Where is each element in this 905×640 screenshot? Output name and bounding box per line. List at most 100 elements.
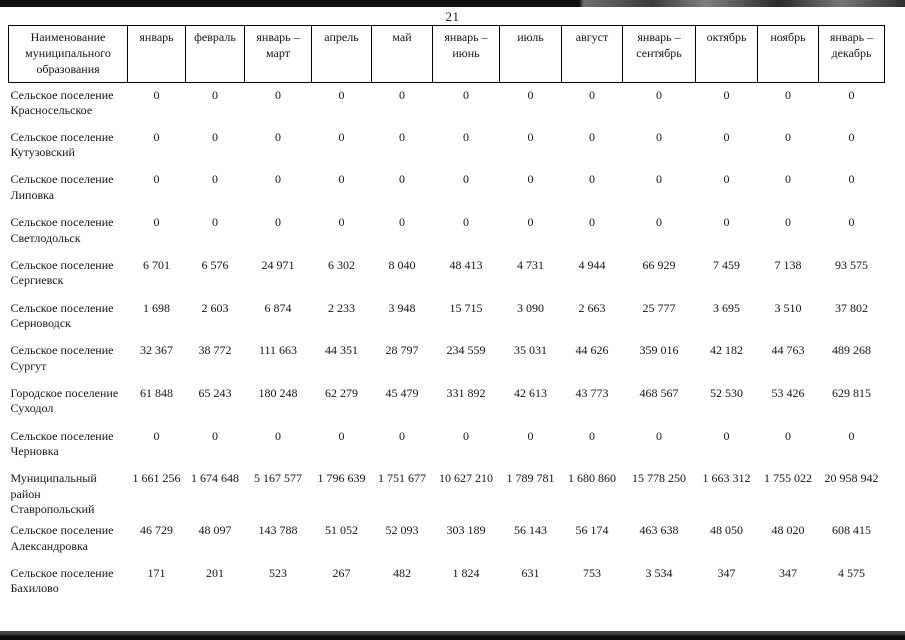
value-cell: 2 233 xyxy=(328,300,355,315)
value-cell: 3 695 xyxy=(713,300,740,315)
value-cell: 180 248 xyxy=(258,385,298,400)
value-cell: 0 xyxy=(463,87,469,102)
value-cell: 234 559 xyxy=(446,343,486,358)
value-cell: 303 189 xyxy=(446,523,486,538)
value-cell: 347 xyxy=(717,565,736,580)
value-cell: 42 613 xyxy=(514,385,547,400)
table-row: Муниципальный район Ставропольский 1 661 … xyxy=(9,466,885,518)
value-cell: 0 xyxy=(723,215,730,230)
value-cell: 62 279 xyxy=(325,385,358,400)
value-cell: 1 661 256 xyxy=(132,471,181,486)
municipality-name: Сельское поселение Красносельское xyxy=(10,87,114,118)
value-cell: 0 xyxy=(785,172,791,187)
value-cell: 0 xyxy=(848,129,855,144)
value-cell: 4 944 xyxy=(578,257,606,272)
column-header-month: февраль xyxy=(185,25,245,83)
column-header-month: январь – март xyxy=(244,25,312,83)
value-cell: 0 xyxy=(338,87,345,102)
value-cell: 0 xyxy=(527,215,534,230)
value-cell: 0 xyxy=(848,428,855,443)
value-cell: 0 xyxy=(656,129,662,144)
municipality-name: Сельское поселение Серноводск xyxy=(10,300,114,331)
column-header-month: январь – сентябрь xyxy=(622,25,696,83)
value-cell: 753 xyxy=(583,565,601,580)
value-cell: 0 xyxy=(153,428,160,443)
value-cell: 1 674 648 xyxy=(191,471,239,486)
value-cell: 0 xyxy=(399,129,405,144)
value-cell: 51 052 xyxy=(325,523,358,538)
value-cell: 0 xyxy=(212,428,218,443)
value-cell: 0 xyxy=(463,428,469,443)
value-cell: 0 xyxy=(338,129,345,144)
value-cell: 42 182 xyxy=(710,343,743,358)
value-cell: 10 627 210 xyxy=(439,471,493,486)
value-cell: 15 778 250 xyxy=(632,471,686,486)
table-row: Сельское поселение Красносельское 0 0 0 0 0 0 0… xyxy=(9,82,885,125)
value-cell: 608 415 xyxy=(832,523,871,538)
value-cell: 0 xyxy=(723,428,730,443)
value-cell: 0 xyxy=(153,129,160,144)
value-cell: 4 731 xyxy=(517,257,544,272)
value-cell: 6 576 xyxy=(201,257,229,272)
table-row: Сельское поселение Бахилово 171 201 523 267 4… xyxy=(9,561,885,604)
value-cell: 0 xyxy=(153,215,160,230)
column-header-month: январь – июнь xyxy=(432,25,500,83)
value-cell: 53 426 xyxy=(771,385,805,400)
value-cell: 32 367 xyxy=(140,343,173,358)
column-header-month: июль xyxy=(499,25,562,83)
value-cell: 0 xyxy=(589,87,595,102)
column-header-month: январь xyxy=(127,25,186,83)
scan-artifact-top-bar xyxy=(0,0,905,7)
value-cell: 48 097 xyxy=(198,523,232,538)
value-cell: 489 268 xyxy=(832,343,871,358)
value-cell: 46 729 xyxy=(140,523,173,538)
table-row: Сельское поселение Липовка 0 0 0 0 0 0 0 0 0 0 0 0 xyxy=(9,167,885,210)
value-cell: 0 xyxy=(656,428,662,443)
value-cell: 48 050 xyxy=(710,523,743,538)
value-cell: 1 796 639 xyxy=(317,471,366,486)
value-cell: 0 xyxy=(212,215,218,230)
value-cell: 267 xyxy=(332,565,351,580)
column-header-month: октябрь xyxy=(695,25,758,83)
value-cell: 6 302 xyxy=(328,257,355,272)
value-cell: 523 xyxy=(269,565,287,580)
value-cell: 143 788 xyxy=(258,523,298,538)
municipality-name: Сельское поселение Липовка xyxy=(10,172,114,203)
value-cell: 0 xyxy=(656,215,662,230)
value-cell: 28 797 xyxy=(385,343,419,358)
value-cell: 0 xyxy=(275,87,281,102)
value-cell: 7 138 xyxy=(774,257,802,272)
table-row: Сельское поселение Александровка 46 729 48… xyxy=(9,518,885,561)
value-cell: 468 567 xyxy=(639,385,679,400)
table-row: Сельское поселение Сургут 32 367 38 772 111… xyxy=(9,338,885,381)
value-cell: 0 xyxy=(153,172,160,187)
value-cell: 0 xyxy=(212,172,218,187)
value-cell: 1 663 312 xyxy=(702,471,751,486)
municipalities-report-table: Наименование муниципального образования … xyxy=(8,25,885,603)
value-cell: 0 xyxy=(275,172,281,187)
value-cell: 3 948 xyxy=(388,300,416,315)
table-row: Сельское поселение Черновка 0 0 0 0 0 0 0 0 0 0 0 0 xyxy=(9,424,885,467)
value-cell: 0 xyxy=(212,87,218,102)
value-cell: 48 020 xyxy=(771,523,805,538)
value-cell: 44 626 xyxy=(575,343,609,358)
value-cell: 2 663 xyxy=(578,300,606,315)
value-cell: 0 xyxy=(275,215,281,230)
table-row: Городское поселение Суходол 61 848 65 243 1… xyxy=(9,381,885,424)
value-cell: 0 xyxy=(785,215,791,230)
column-header-month: апрель xyxy=(311,25,372,83)
value-cell: 359 016 xyxy=(639,343,679,358)
value-cell: 0 xyxy=(399,87,405,102)
value-cell: 66 929 xyxy=(642,257,676,272)
value-cell: 25 777 xyxy=(642,300,676,315)
value-cell: 1 755 022 xyxy=(764,471,812,486)
municipality-name: Сельское поселение Сургут xyxy=(10,343,114,373)
value-cell: 3 534 xyxy=(645,565,673,580)
value-cell: 0 xyxy=(463,129,469,144)
table-row: Сельское поселение Сергиевск 6 701 6 576 24… xyxy=(9,253,885,296)
column-header-month: май xyxy=(371,25,433,83)
value-cell: 1 698 xyxy=(143,300,170,315)
table-row: Сельское поселение Светлодольск 0 0 0 0 0 0 0 0 0… xyxy=(9,210,885,253)
value-cell: 1 680 860 xyxy=(568,471,616,486)
value-cell: 0 xyxy=(399,428,405,443)
